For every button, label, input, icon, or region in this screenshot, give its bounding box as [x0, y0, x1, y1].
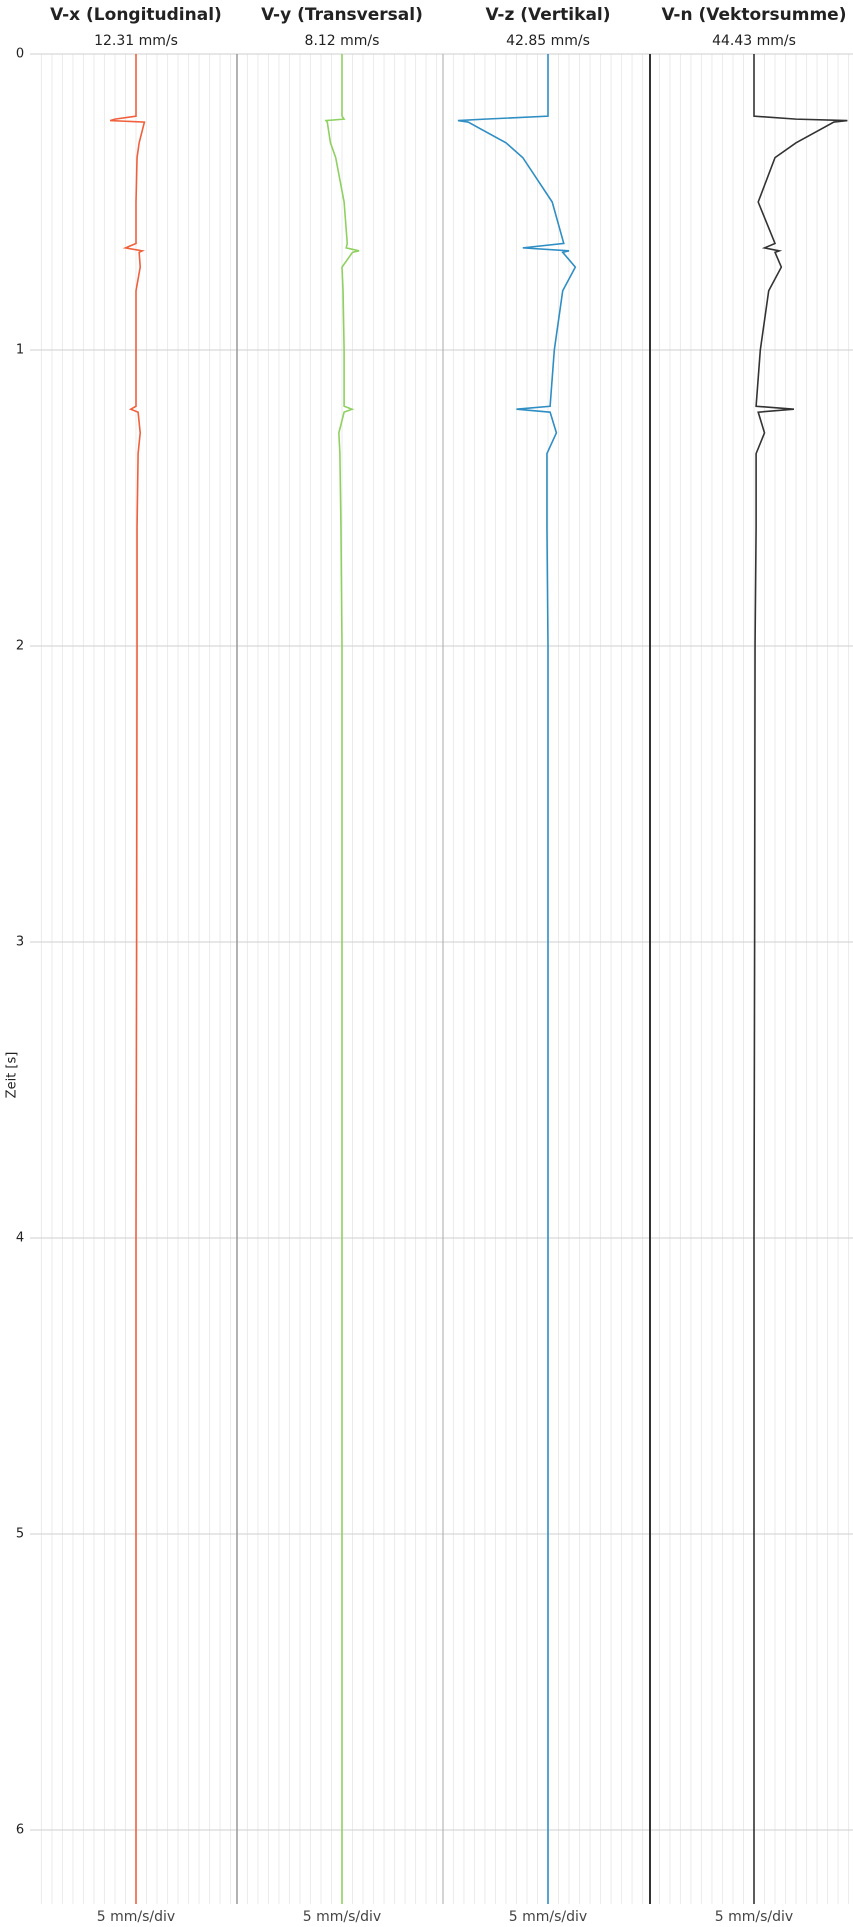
series-line — [109, 54, 146, 1904]
y-tick-label: 1 — [16, 343, 24, 358]
panel-title: V-z (Vertikal) — [485, 5, 610, 25]
series-line — [457, 54, 577, 1904]
y-tick-label: 3 — [16, 935, 24, 950]
series-line — [324, 54, 360, 1904]
y-axis-label: Zeit [s] — [5, 1052, 20, 1099]
peak-value: 42.85 mm/s — [506, 33, 590, 49]
panel-title: V-y (Transversal) — [261, 5, 423, 25]
panel-title: V-x (Longitudinal) — [50, 5, 222, 25]
grid — [30, 53, 853, 1904]
panel-title: V-n (Vektorsumme) — [662, 5, 847, 25]
peak-value: 44.43 mm/s — [712, 33, 796, 49]
scale-label: 5 mm/s/div — [303, 1909, 381, 1925]
y-tick-label: 0 — [16, 47, 24, 62]
scale-label: 5 mm/s/div — [509, 1909, 587, 1925]
y-tick-label: 4 — [16, 1231, 24, 1246]
peak-value: 8.12 mm/s — [305, 33, 380, 49]
y-tick-label: 2 — [16, 639, 24, 654]
series-line — [753, 54, 848, 1904]
scale-label: 5 mm/s/div — [97, 1909, 175, 1925]
y-tick-label: 5 — [16, 1527, 24, 1542]
peak-value: 12.31 mm/s — [94, 33, 178, 49]
y-tick-label: 6 — [16, 1823, 24, 1838]
scale-label: 5 mm/s/div — [715, 1909, 793, 1925]
